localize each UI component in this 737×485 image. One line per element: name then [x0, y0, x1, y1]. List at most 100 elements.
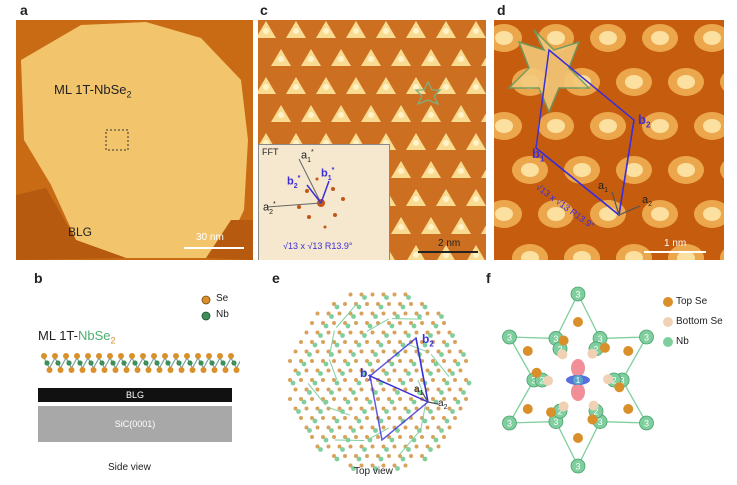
se-atom — [436, 349, 441, 354]
cluster-edge — [328, 330, 335, 357]
fft-pattern — [266, 158, 345, 229]
top-se-atom — [599, 342, 610, 353]
se-atom — [332, 340, 336, 344]
side-view-panel: Se Nb ML 1T-NbSe2 BLG SiC(0001) Side vie… — [30, 286, 240, 476]
cdw-blob-core — [599, 119, 617, 133]
nb-atom — [301, 399, 307, 405]
nb-atom — [132, 360, 138, 366]
fft-label: FFT — [262, 147, 279, 157]
cdw-cluster — [406, 77, 426, 94]
cdw-cluster — [331, 105, 351, 122]
se-atom — [392, 444, 397, 449]
se-atom — [414, 406, 419, 411]
se-atom — [118, 353, 124, 359]
cdw-blob-core — [573, 251, 591, 260]
orbital-lobe — [571, 359, 585, 377]
cdw-cluster — [391, 105, 411, 122]
nb-atom — [450, 371, 455, 376]
se-atom — [326, 387, 331, 392]
se-atom — [310, 340, 314, 344]
se-atom — [359, 463, 364, 468]
legend-se-b: Se — [216, 293, 229, 304]
b1-star-label: b1* — [321, 167, 335, 182]
se-atom — [442, 416, 446, 420]
se-atom — [167, 367, 174, 373]
se-atom — [381, 292, 386, 297]
se-atom — [458, 406, 463, 411]
se-atom — [370, 368, 375, 373]
sic-layer: SiC(0001) — [38, 406, 232, 442]
se-atom — [326, 330, 331, 335]
se-atom — [343, 302, 347, 306]
panel-label-e: e — [272, 270, 280, 286]
cdw-cluster — [331, 49, 351, 66]
nb-atom — [373, 428, 378, 433]
cluster-edge — [366, 318, 390, 332]
nb-atom — [406, 409, 411, 414]
se-atom — [453, 359, 457, 363]
nb-atom — [356, 304, 362, 310]
b2-label-d: b2 — [638, 112, 651, 130]
a2-label-e: a2 — [438, 398, 448, 411]
se-atom — [442, 359, 446, 363]
zoom-box — [105, 129, 129, 151]
se-atom — [310, 321, 314, 325]
cdw-cluster — [407, 245, 425, 260]
se-atom — [425, 311, 430, 316]
stm-image-d: b1 b2 a1 a2 √13 x √13 R13.9° 1 nm — [494, 20, 724, 260]
a2-label-d: a2 — [642, 194, 653, 209]
nb-atom — [428, 447, 433, 452]
se-atom — [359, 349, 364, 354]
nb-atom — [384, 333, 389, 338]
se-atom — [228, 353, 234, 359]
nb-atom — [121, 360, 127, 366]
cdw-blob-core — [703, 31, 721, 45]
se-atom — [442, 321, 446, 325]
nb-atom — [77, 360, 83, 366]
cluster-edge — [335, 303, 358, 328]
nb-atom — [400, 456, 406, 462]
cdw-cluster — [346, 21, 366, 38]
se-atom — [370, 311, 375, 316]
se-atom — [326, 368, 331, 373]
se-atom — [299, 359, 303, 363]
nb-atom — [395, 390, 400, 395]
cdw-blob — [720, 73, 724, 91]
nb-atom — [433, 437, 439, 443]
se-atom — [332, 321, 336, 325]
nb-atom — [373, 352, 378, 357]
panel-label-a: a — [20, 2, 28, 18]
se-atom — [321, 340, 325, 344]
cdw-cluster — [316, 21, 336, 38]
top-view-lattice — [288, 292, 472, 471]
se-atom — [370, 463, 375, 468]
nb-atom — [323, 399, 329, 405]
se-atom — [315, 406, 320, 411]
nb-atom — [400, 380, 406, 386]
site-label: 2 — [557, 407, 562, 417]
nb-atom — [154, 360, 160, 366]
se-atom — [348, 330, 353, 335]
se-atom — [409, 359, 413, 363]
se-atom — [337, 406, 342, 411]
b1-label-d: b1 — [532, 146, 545, 164]
nb-atom — [345, 399, 351, 405]
se-atom — [310, 359, 314, 363]
se-atom — [68, 367, 75, 373]
site-label: 3 — [575, 290, 580, 300]
se-atom — [299, 340, 303, 344]
se-atom — [442, 378, 446, 382]
cdw-cluster — [421, 217, 441, 234]
nb-atom — [428, 409, 433, 414]
site-label: 2 — [593, 407, 598, 417]
se-atom — [376, 435, 380, 439]
cluster-edge — [398, 431, 420, 456]
nb-atom — [356, 342, 362, 348]
a1-label-e: a1 — [414, 384, 424, 397]
se-atom — [359, 292, 364, 297]
nb-atom — [220, 360, 226, 366]
top-se-atom — [531, 367, 542, 378]
nb-atom — [356, 456, 362, 462]
cdw-blob-core — [599, 31, 617, 45]
se-atom — [293, 387, 298, 392]
